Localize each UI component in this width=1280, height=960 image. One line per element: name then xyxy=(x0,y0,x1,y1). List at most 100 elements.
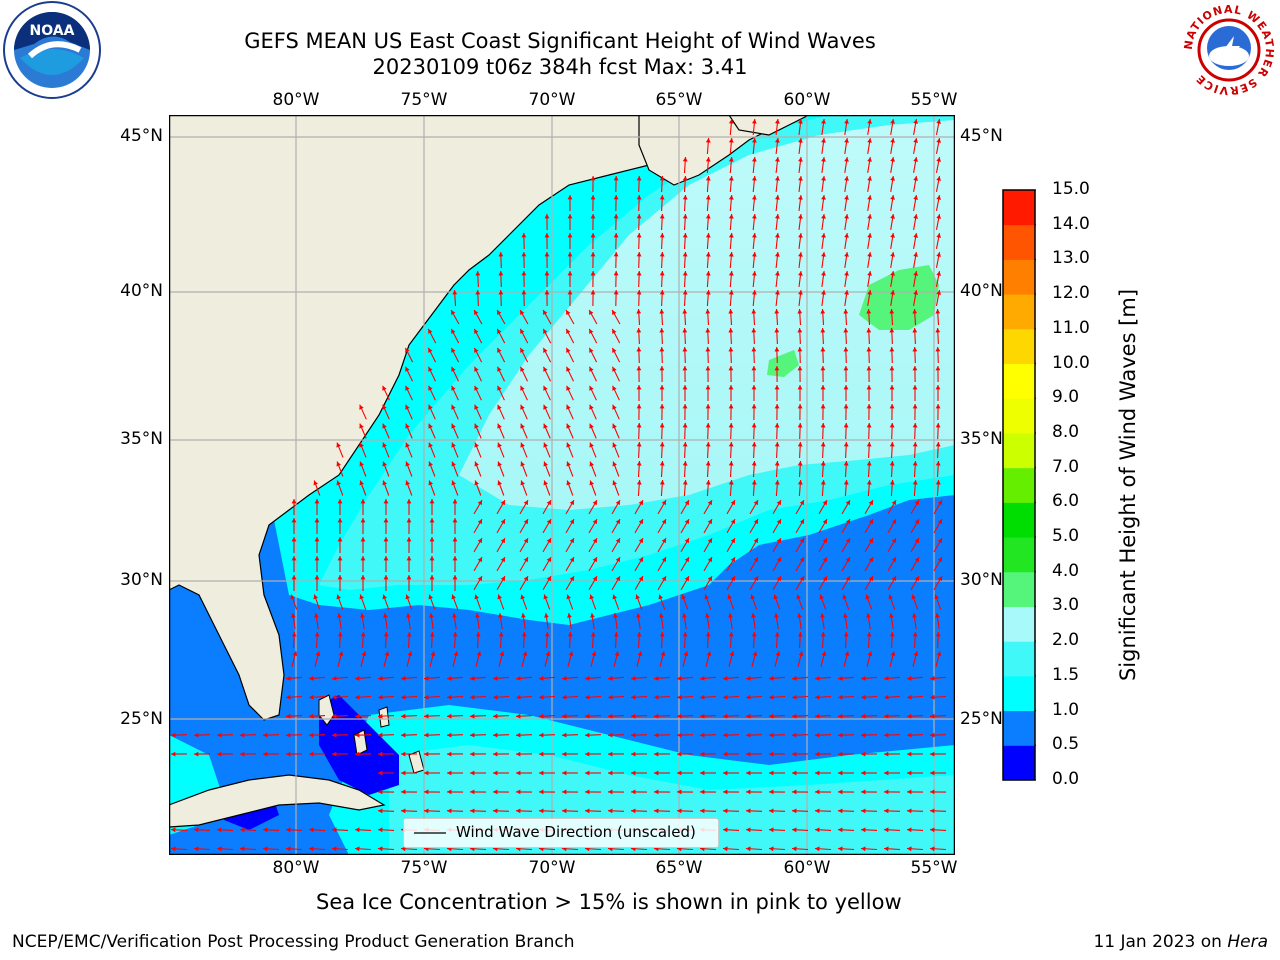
producer-credit: NCEP/EMC/Verification Post Processing Pr… xyxy=(12,932,575,952)
wave-arrow-head xyxy=(543,347,548,353)
wave-arrow-head xyxy=(401,789,406,795)
wave-arrow-head xyxy=(497,328,502,334)
wave-arrow-head xyxy=(636,347,642,352)
wave-arrow-head xyxy=(728,309,734,314)
wave-arrow-head xyxy=(424,732,429,738)
wave-arrow-head xyxy=(798,157,803,162)
colorbar-segment xyxy=(1003,224,1035,260)
wave-arrow-head xyxy=(774,461,780,466)
wave-arrow-head xyxy=(428,366,433,372)
wave-arrow-head xyxy=(378,675,383,681)
wave-arrow-head xyxy=(914,519,919,525)
wave-arrow-head xyxy=(383,537,389,542)
wave-arrow-head xyxy=(615,576,620,582)
colorbar-segment xyxy=(1003,363,1035,399)
wave-arrow-head xyxy=(912,385,918,390)
wave-arrow-head xyxy=(866,404,872,409)
wave-arrow-head xyxy=(286,751,291,757)
wave-arrow-head xyxy=(798,214,803,219)
wave-arrow-head xyxy=(546,500,551,506)
wave-arrow-head xyxy=(406,632,412,637)
wave-arrow-head xyxy=(861,827,866,833)
colorbar-segment xyxy=(1003,259,1035,295)
wave-arrow-head xyxy=(359,404,364,410)
wave-arrow-head xyxy=(912,442,918,447)
wave-arrow-head xyxy=(659,233,665,238)
wave-arrow-head xyxy=(539,751,544,757)
wave-arrow-head xyxy=(562,732,567,738)
wave-arrow-head xyxy=(907,827,912,833)
wave-arrow-head xyxy=(543,442,548,448)
wave-arrow-head xyxy=(539,694,544,700)
wave-arrow-head xyxy=(636,404,642,409)
wave-arrow-head xyxy=(401,675,406,681)
wave-arrow-head xyxy=(498,290,504,295)
wave-arrow-head xyxy=(700,694,705,700)
wave-arrow-head xyxy=(866,328,872,333)
wave-arrow-head xyxy=(292,651,298,657)
wave-arrow-head xyxy=(769,732,774,738)
wave-arrow-head xyxy=(451,461,456,467)
wave-arrow-head xyxy=(493,770,498,776)
wave-arrow-head xyxy=(797,442,803,447)
wave-arrow-head xyxy=(792,827,797,833)
wave-arrow-head xyxy=(290,594,295,600)
wave-arrow-head xyxy=(493,751,498,757)
wave-arrow-head xyxy=(820,480,826,485)
wave-arrow-head xyxy=(723,732,728,738)
wave-arrow-head xyxy=(889,613,894,618)
wave-arrow-head xyxy=(291,613,296,618)
wave-arrow-head xyxy=(497,385,502,391)
colorbar-tick-label: 5.0 xyxy=(1052,526,1080,547)
wave-arrow-head xyxy=(194,732,199,738)
wave-arrow-head xyxy=(914,576,919,582)
wave-arrow-head xyxy=(474,385,479,391)
wave-arrow-head xyxy=(845,538,850,544)
wave-arrow-head xyxy=(516,732,521,738)
wave-arrow-head xyxy=(314,575,320,580)
wave-arrow-head xyxy=(428,442,433,448)
wave-arrow-head xyxy=(194,827,199,833)
wave-arrow-head xyxy=(746,846,751,852)
wave-arrow-head xyxy=(476,651,482,657)
colorbar-segment xyxy=(1003,398,1035,434)
wave-arrow-head xyxy=(705,442,711,447)
wave-arrow-head xyxy=(636,195,642,200)
wave-arrow-head xyxy=(798,233,803,238)
wave-arrow-head xyxy=(769,808,774,814)
wave-arrow-head xyxy=(907,732,912,738)
wave-arrow-head xyxy=(866,309,872,314)
wave-arrow-head xyxy=(913,119,918,124)
wave-arrow-head xyxy=(562,694,567,700)
wave-arrow-head xyxy=(382,385,387,391)
wave-arrow-head xyxy=(682,157,688,162)
wave-arrow-head xyxy=(546,519,551,525)
wave-arrow-head xyxy=(378,827,383,833)
wave-band-2.0-3.0 xyxy=(459,120,955,510)
wave-arrow-head xyxy=(470,732,475,738)
wave-arrow-head xyxy=(613,290,619,295)
wave-arrow-head xyxy=(566,310,571,315)
wave-arrow-head xyxy=(728,632,734,637)
wave-arrow-head xyxy=(753,576,758,582)
wave-arrow-head xyxy=(913,290,918,295)
wave-arrow-head xyxy=(775,157,780,162)
colorbar xyxy=(1002,189,1036,781)
wave-arrow-head xyxy=(776,538,781,544)
wave-arrow-head xyxy=(705,214,711,219)
wave-arrow-head xyxy=(291,518,297,523)
wave-arrow-head xyxy=(608,789,613,795)
wave-arrow-head xyxy=(406,518,412,523)
wave-arrow-head xyxy=(569,500,574,506)
wave-arrow-head xyxy=(452,575,458,580)
wave-arrow-head xyxy=(659,404,665,409)
wave-arrow-head xyxy=(843,442,849,447)
wave-arrow-head xyxy=(516,770,521,776)
wave-arrow-head xyxy=(682,347,688,352)
wave-arrow-head xyxy=(936,651,942,657)
wave-arrow-head xyxy=(752,271,757,276)
wave-arrow-head xyxy=(539,732,544,738)
wave-arrow-head xyxy=(884,713,889,719)
wave-arrow-head xyxy=(844,176,849,181)
wave-arrow-head xyxy=(452,290,458,295)
